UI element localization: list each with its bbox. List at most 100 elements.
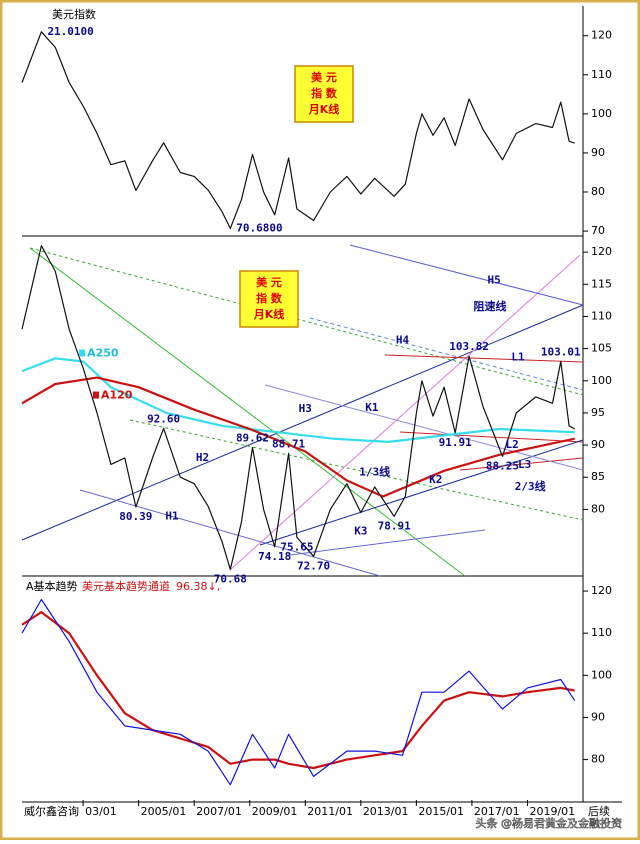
annotation: 阻速线 — [473, 299, 506, 313]
y-tick-label: 80 — [591, 753, 605, 766]
legend-entry: A250 — [87, 346, 119, 359]
x-tick-label: 2017/01 — [474, 805, 520, 818]
annotation: 103.01 — [541, 345, 581, 358]
trend-line — [129, 419, 584, 521]
y-tick-label: 100 — [591, 668, 612, 681]
annotation: H5 — [488, 273, 501, 286]
annotation: K3 — [354, 524, 367, 537]
annotation: L1 — [511, 351, 525, 364]
price-line — [21, 598, 576, 786]
label-box-text: 月K线 — [308, 102, 340, 116]
x-tick-label: 2011/01 — [307, 805, 353, 818]
annotation: L2 — [506, 438, 519, 451]
annotation: 78.91 — [378, 519, 411, 532]
trend-line — [399, 431, 584, 443]
y-tick-label: 120 — [591, 584, 612, 597]
annotation: H1 — [165, 509, 179, 522]
annotation: 103.82 — [449, 340, 489, 353]
trend-line — [349, 244, 584, 306]
annotation: 70.6800 — [236, 221, 282, 234]
annotation: H4 — [396, 333, 410, 346]
annotation: 80.39 — [119, 510, 152, 523]
legend-entry: 美元基本趋势通道 96.38↓, — [82, 579, 220, 593]
annotation: 1/3线 — [359, 465, 390, 479]
trend-line — [21, 304, 584, 541]
y-tick-label: 90 — [591, 146, 605, 159]
ma-line — [21, 611, 575, 770]
panel-title: A基本趋势 — [26, 579, 78, 593]
annotation: 2/3线 — [515, 479, 546, 493]
x-tick-label: 2005/01 — [141, 805, 187, 818]
y-tick-label: 90 — [591, 710, 605, 723]
label-box-text: 月K线 — [253, 307, 285, 321]
y-tick-label: 110 — [591, 626, 612, 639]
trend-line — [289, 529, 486, 556]
y-tick-label: 85 — [591, 470, 605, 483]
x-tick-label: 03/01 — [85, 805, 117, 818]
y-tick-label: 110 — [591, 309, 612, 322]
watermark: 头条 @杨易君黄金及金融投资 — [476, 816, 623, 830]
x-tick-label: 2009/01 — [252, 805, 298, 818]
ma-line — [21, 376, 575, 498]
y-tick-label: 110 — [591, 68, 612, 81]
annotation: L3 — [518, 458, 531, 471]
label-box-text: 美 元 — [256, 275, 282, 289]
y-tick-label: 120 — [591, 29, 612, 42]
label-box-text: 指 数 — [311, 86, 338, 100]
annotation: K2 — [429, 473, 442, 486]
x-tick-label: 2019/01 — [529, 805, 575, 818]
annotation: 74.18 — [258, 550, 291, 563]
trend-line — [309, 317, 584, 391]
price-line — [21, 245, 575, 570]
trend-line — [79, 489, 381, 577]
y-tick-label: 80 — [591, 185, 605, 198]
annotation: H2 — [196, 451, 209, 464]
panel-title: 美元指数 — [52, 7, 96, 21]
label-box — [239, 270, 299, 328]
annotation: 88.25 — [486, 459, 519, 472]
legend-swatch — [92, 391, 99, 399]
trend-line — [264, 384, 584, 471]
y-tick-label: 70 — [591, 224, 605, 237]
trend-line — [229, 254, 581, 571]
trend-line — [29, 247, 466, 577]
label-box — [294, 65, 354, 123]
y-tick-label: 95 — [591, 406, 605, 419]
y-tick-label: 100 — [591, 107, 612, 120]
annotation: 72.70 — [297, 559, 330, 572]
legend-entry: A120 — [101, 389, 133, 402]
trend-line — [459, 457, 584, 471]
x-tick-label: 2015/01 — [418, 805, 464, 818]
legend-swatch — [79, 349, 86, 357]
legend-value: 96.38↓, — [176, 580, 220, 593]
legend-name: 美元基本趋势通道 — [82, 579, 170, 593]
trend-line — [384, 354, 584, 363]
trend-line — [29, 247, 584, 396]
price-line — [21, 31, 575, 229]
y-tick-label: 120 — [591, 245, 612, 258]
annotation: H3 — [299, 402, 312, 415]
y-tick-label: 100 — [591, 374, 612, 387]
annotation: 75.65 — [280, 540, 313, 553]
label-box-text: 美 元 — [311, 70, 337, 84]
annotation: 89.62 — [236, 432, 269, 445]
footer-right: 后续 — [588, 804, 610, 818]
annotation: K1 — [365, 401, 379, 414]
footer-left: 威尔鑫咨询 — [24, 804, 79, 818]
y-tick-label: 105 — [591, 342, 612, 355]
annotation: 21.0100 — [47, 25, 93, 38]
annotation: 70.68 — [214, 572, 247, 585]
annotation: 88.71 — [272, 437, 305, 450]
trend-lines — [21, 244, 584, 577]
x-tick-label: 2007/01 — [196, 805, 242, 818]
y-tick-label: 90 — [591, 438, 605, 451]
label-box-text: 指 数 — [256, 291, 283, 305]
y-tick-label: 115 — [591, 277, 612, 290]
y-tick-label: 80 — [591, 502, 605, 515]
annotation: 91.91 — [439, 436, 472, 449]
trend-line — [259, 439, 584, 546]
annotation: 92.60 — [147, 412, 180, 425]
